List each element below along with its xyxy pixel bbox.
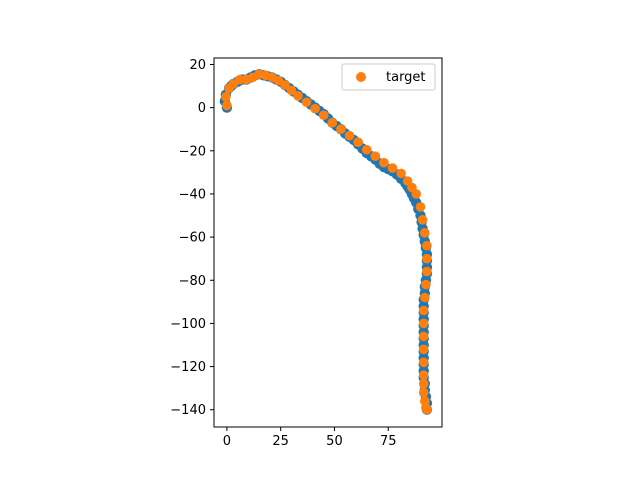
target-point [418,379,429,389]
target-point [415,202,426,212]
target-point [418,370,429,381]
target-point [422,404,432,415]
target-point [418,318,429,329]
target-point [221,92,231,102]
target-point [421,279,431,290]
target-point [318,110,329,120]
target-point [280,80,290,90]
target-point [336,124,346,134]
target-point [222,100,232,111]
target-point [418,305,429,316]
plot-marks [219,69,433,415]
target-point [417,215,428,225]
x-tick-label: 25 [272,434,289,449]
target-point [361,144,372,155]
target-point [396,168,406,179]
target-point [327,117,338,128]
y-tick-label: −120 [170,360,206,375]
target-point [344,130,355,141]
target-point [293,91,303,101]
y-tick-label: −100 [170,317,206,332]
target-point [422,240,432,251]
target-point [286,85,297,96]
legend: target [341,63,436,91]
target-point [420,228,430,238]
target-point [422,266,432,277]
target-point [420,292,430,303]
target-point [310,103,320,114]
axis-ticks: 0 25 50 75 20 0 −20 −40 −60 −80 −100 −120 −140 [170,58,396,449]
target-point [353,137,363,147]
y-tick-label: −80 [179,274,206,289]
y-tick-label: −20 [179,144,206,159]
y-tick-label: −40 [179,187,206,202]
legend-box [341,63,436,91]
x-tick-label: 0 [223,434,231,449]
target-point [370,151,381,161]
y-tick-label: 0 [198,101,206,116]
target-point [418,331,429,342]
legend-target-label: target [386,70,426,85]
target-point [418,357,429,368]
x-tick-label: 50 [326,434,343,449]
y-tick-label: −140 [170,403,206,418]
target-point [387,163,398,173]
target-point [418,387,429,398]
y-tick-label: 20 [189,58,206,73]
target-point [379,157,389,168]
y-tick-label: −60 [179,231,206,246]
x-tick-label: 75 [380,434,397,449]
target-point [418,344,429,355]
target-point [301,97,312,107]
legend-target-marker [356,72,366,82]
axes-frame [213,57,443,428]
target-point [411,189,422,199]
target-point [422,253,432,264]
